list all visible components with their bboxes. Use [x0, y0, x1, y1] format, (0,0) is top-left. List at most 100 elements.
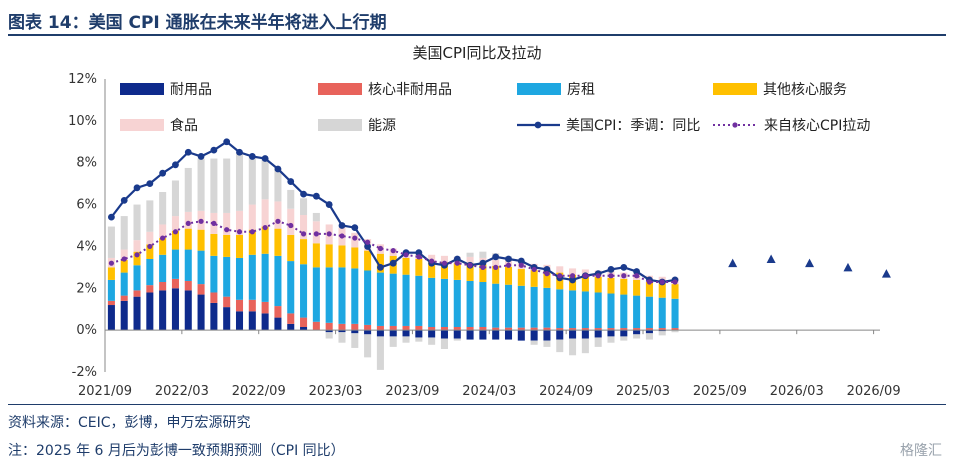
bar-segment — [274, 228, 282, 256]
bar-segment — [312, 321, 320, 331]
bar-segment — [223, 296, 231, 308]
bar-segment — [607, 293, 615, 329]
bar-segment — [223, 212, 231, 235]
legend-swatch — [318, 119, 362, 131]
bar-segment — [376, 330, 384, 337]
line-point — [224, 227, 230, 233]
bar-segment — [594, 330, 602, 338]
bar-segment — [466, 263, 474, 281]
line-point — [543, 266, 551, 273]
x-tick-label: 2023/03 — [309, 384, 363, 399]
line-point — [659, 279, 665, 285]
bar-segment — [517, 330, 525, 341]
bar-segment — [223, 256, 231, 297]
bar-segment — [325, 244, 333, 268]
line-point — [441, 260, 448, 266]
bar-segment — [274, 255, 282, 307]
y-tick-label: 8% — [76, 156, 97, 171]
bar-segment — [389, 273, 397, 326]
bar-segment — [364, 330, 372, 335]
bar-segment — [274, 167, 282, 202]
bar-segment — [492, 330, 500, 340]
bar-segment — [338, 245, 346, 268]
bar-segment — [376, 336, 384, 370]
line-point — [223, 138, 231, 146]
line-point — [287, 178, 295, 185]
bar-segment — [300, 239, 308, 265]
line-point — [364, 243, 372, 250]
line-point — [377, 245, 384, 252]
bar-segment — [235, 299, 244, 312]
bar-segment — [543, 330, 551, 341]
bar-segment — [235, 311, 244, 331]
bar-segment — [133, 290, 141, 297]
bar-segment — [402, 274, 410, 326]
x-tick-label: 2022/03 — [155, 384, 209, 399]
bar-segment — [248, 156, 256, 205]
bar-segment — [556, 330, 564, 340]
bar-segment — [351, 330, 359, 334]
line-point — [300, 231, 307, 237]
bar-segment — [184, 290, 192, 331]
bar-segment — [338, 330, 346, 333]
bar-segment — [530, 340, 538, 345]
figure-title: 图表 14：美国 CPI 通胀在未来半年将进入上行期 — [8, 13, 387, 33]
bar-segment — [453, 279, 461, 328]
bar-segment — [453, 327, 461, 331]
bar-segment — [569, 338, 577, 356]
bar-segment — [261, 301, 269, 314]
legend-label: 美国CPI：季调：同比 — [566, 118, 700, 134]
bar-segment — [146, 231, 154, 245]
line-point — [557, 273, 563, 279]
bar-segment — [146, 285, 154, 293]
bar-segment — [633, 334, 641, 339]
bar-segment — [658, 283, 666, 298]
x-tick-label: 2024/09 — [539, 384, 593, 399]
bar-segment — [325, 330, 333, 333]
forecast-note: 注：2025 年 6 月后为彭博一致预期预测（CPI 同比） — [8, 443, 345, 459]
bar-segment — [530, 286, 538, 328]
forecast-point — [881, 269, 891, 278]
bar-segment — [300, 327, 308, 331]
line-point — [607, 266, 615, 273]
bar-segment — [351, 323, 359, 331]
bar-segment — [428, 277, 436, 328]
legend-label: 来自核心CPI拉动 — [764, 118, 870, 134]
bar-segment — [645, 330, 653, 334]
bar-segment — [415, 275, 423, 326]
bar-segment — [556, 289, 564, 329]
x-tick-label: 2026/09 — [847, 384, 901, 399]
line-point — [249, 229, 255, 235]
bar-segment — [415, 337, 423, 342]
line-point — [453, 255, 461, 263]
line-point — [480, 264, 486, 270]
bar-segment — [274, 317, 282, 331]
line-point — [620, 263, 628, 271]
bar-segment — [479, 264, 487, 283]
bar-segment — [415, 325, 423, 331]
line-point — [672, 279, 678, 285]
y-tick-label: 10% — [68, 114, 97, 129]
bar-segment — [364, 324, 372, 331]
bar-segment — [146, 244, 154, 259]
bar-segment — [120, 295, 128, 301]
bar-segment — [351, 268, 359, 324]
bar-segment — [645, 333, 653, 340]
bar-segment — [569, 328, 577, 331]
bar-segment — [620, 330, 628, 337]
bar-segment — [248, 299, 256, 312]
bar-segment — [120, 260, 128, 273]
bar-segment — [658, 331, 666, 336]
forecast-point — [728, 258, 738, 268]
line-point — [160, 235, 166, 241]
line-point — [493, 264, 499, 270]
bar-segment — [184, 249, 192, 281]
bar-segment — [159, 192, 167, 225]
bar-segment — [235, 152, 244, 211]
line-point — [108, 260, 115, 266]
bar-segment — [171, 230, 179, 250]
bar-segment — [159, 282, 167, 291]
bar-segment — [376, 253, 384, 273]
bar-segment — [197, 284, 205, 295]
bar-segment — [530, 270, 538, 287]
